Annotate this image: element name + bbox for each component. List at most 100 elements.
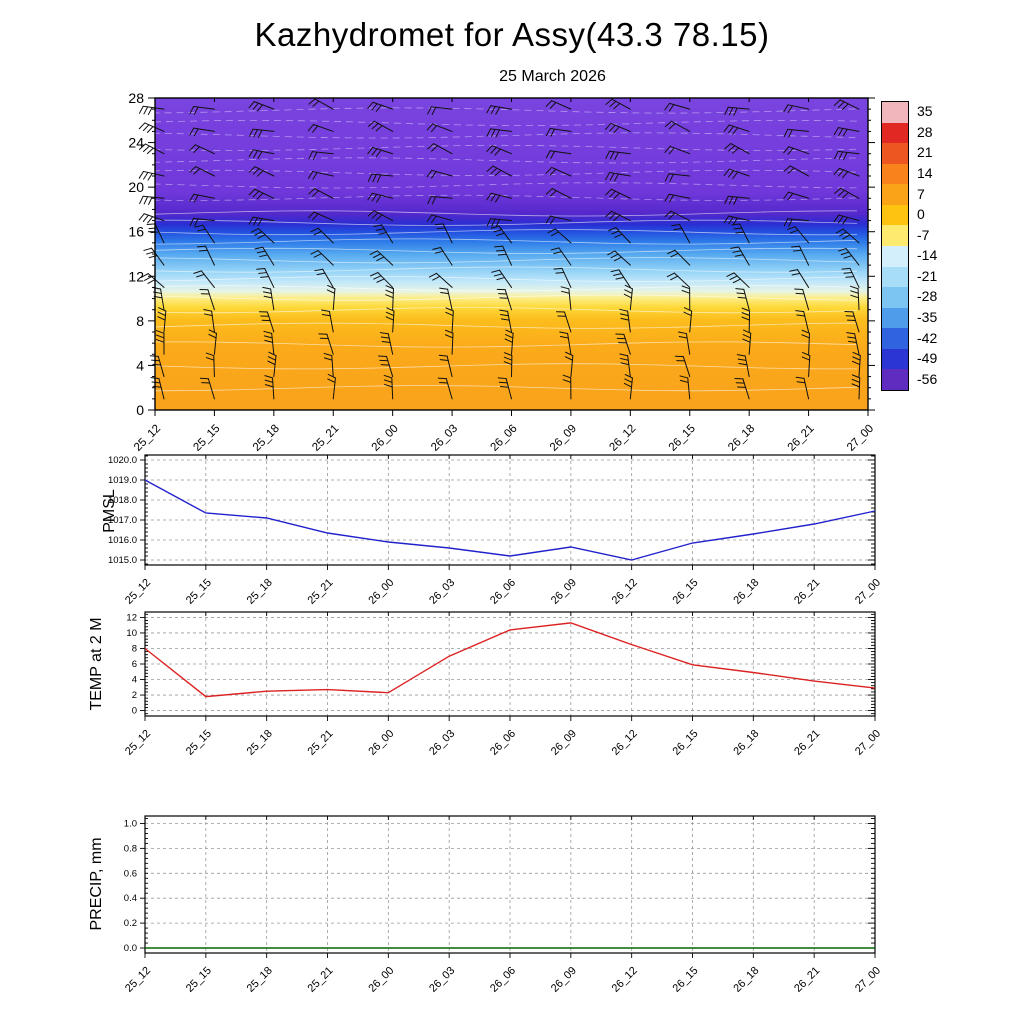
page-title: Kazhydromet for Assy(43.3 78.15) xyxy=(254,16,770,53)
colorbar xyxy=(881,101,909,391)
svg-text:26_03: 26_03 xyxy=(427,577,457,607)
y-tick-labels: 0 2 4 6 8 10 12 xyxy=(126,612,137,716)
y-tick-label: 8 xyxy=(136,313,144,329)
svg-text:1020.0: 1020.0 xyxy=(108,455,137,466)
x-tick-label: 26_21 xyxy=(786,423,817,454)
colorbar-segment xyxy=(882,328,908,349)
svg-text:0.6: 0.6 xyxy=(124,868,137,879)
chart-frame xyxy=(144,454,876,566)
colorbar-label: -42 xyxy=(917,329,938,346)
svg-text:1.0: 1.0 xyxy=(124,818,137,829)
x-tick-label: 26_00 xyxy=(370,423,401,454)
y-tick-label: 12 xyxy=(128,268,144,284)
svg-text:25_21: 25_21 xyxy=(306,728,336,758)
svg-text:2: 2 xyxy=(132,690,137,701)
colorbar-segment xyxy=(882,266,908,288)
x-tick-label: 26_09 xyxy=(548,423,579,454)
colorbar-segment xyxy=(882,184,908,205)
svg-text:25_18: 25_18 xyxy=(245,577,275,607)
svg-text:26_21: 26_21 xyxy=(792,965,822,995)
svg-text:26_18: 26_18 xyxy=(731,577,761,607)
svg-text:0.0: 0.0 xyxy=(124,943,137,954)
y-tick-label: 20 xyxy=(128,179,144,195)
colorbar-segment xyxy=(882,204,908,226)
colorbar-label: 7 xyxy=(917,185,925,202)
colorbar-segment xyxy=(882,307,908,329)
svg-text:26_09: 26_09 xyxy=(549,965,579,995)
colorbar-segment xyxy=(882,102,908,123)
y-tick-label: 4 xyxy=(136,357,144,373)
x-tick-label: 26_18 xyxy=(726,423,757,454)
svg-text:6: 6 xyxy=(132,659,137,670)
svg-text:25_21: 25_21 xyxy=(306,577,336,607)
y-tick-label: 28 xyxy=(128,90,144,106)
svg-text:26_06: 26_06 xyxy=(488,577,518,607)
grid xyxy=(144,816,876,953)
x-tick-label: 26_12 xyxy=(607,423,638,454)
colorbar-segment xyxy=(882,245,908,267)
temp-axis-title: TEMP at 2 M xyxy=(88,617,105,711)
svg-text:26_00: 26_00 xyxy=(366,965,396,995)
pmsl-series-line xyxy=(144,479,876,561)
colorbar-segment xyxy=(882,143,908,164)
x-tick-label: 26_06 xyxy=(489,423,520,454)
svg-text:25_18: 25_18 xyxy=(245,965,275,995)
svg-text:25_12: 25_12 xyxy=(123,728,153,758)
svg-text:10: 10 xyxy=(126,628,137,639)
cross-section-heatmap xyxy=(155,98,868,410)
svg-text:27_00: 27_00 xyxy=(853,728,883,758)
svg-text:27_00: 27_00 xyxy=(853,965,883,995)
y-tick-label: 0 xyxy=(136,402,144,418)
date-subtitle: 25 March 2026 xyxy=(499,68,606,85)
svg-text:1016.0: 1016.0 xyxy=(108,535,137,546)
svg-text:0.2: 0.2 xyxy=(124,918,137,929)
svg-text:26_09: 26_09 xyxy=(549,577,579,607)
x-tick-label: 25_15 xyxy=(191,423,222,454)
grid xyxy=(144,612,876,716)
svg-text:25_21: 25_21 xyxy=(306,965,336,995)
colorbar-label: -49 xyxy=(917,350,938,367)
svg-text:4: 4 xyxy=(132,675,137,686)
svg-text:25_12: 25_12 xyxy=(123,965,153,995)
svg-text:25_15: 25_15 xyxy=(184,577,214,607)
svg-text:1015.0: 1015.0 xyxy=(108,555,137,566)
colorbar-label: -35 xyxy=(917,309,938,325)
svg-text:1019.0: 1019.0 xyxy=(108,475,137,486)
svg-text:0.4: 0.4 xyxy=(124,893,137,904)
svg-text:26_12: 26_12 xyxy=(610,965,640,995)
colorbar-label: 35 xyxy=(917,103,933,120)
colorbar-segment xyxy=(882,122,908,144)
svg-text:26_18: 26_18 xyxy=(731,965,761,995)
y-tick-label: 16 xyxy=(128,224,144,240)
grid xyxy=(144,455,876,565)
svg-text:27_00: 27_00 xyxy=(853,577,883,607)
x-tick-label: 27_00 xyxy=(845,423,876,454)
chart-frame xyxy=(144,611,876,717)
svg-text:25_12: 25_12 xyxy=(123,577,153,607)
svg-text:26_00: 26_00 xyxy=(366,577,396,607)
colorbar-label: 14 xyxy=(917,165,933,181)
colorbar-segment xyxy=(882,287,908,308)
svg-text:8: 8 xyxy=(132,643,137,654)
svg-text:26_15: 26_15 xyxy=(671,577,701,607)
colorbar-segment xyxy=(882,225,908,246)
colorbar-label: 21 xyxy=(917,144,933,161)
svg-text:0.8: 0.8 xyxy=(124,843,137,854)
axis-ticks xyxy=(140,455,876,570)
x-tick-label: 25_21 xyxy=(310,423,341,454)
x-tick-label: 25_18 xyxy=(251,423,282,454)
svg-text:25_15: 25_15 xyxy=(184,965,214,995)
colorbar-label: 28 xyxy=(917,123,933,140)
x-tick-labels: 25_12 25_15 25_18 25_21 26_00 26_03 26_06 26_09… xyxy=(123,728,883,758)
axis-ticks xyxy=(140,816,876,958)
colorbar-label: -7 xyxy=(917,226,930,243)
svg-text:25_18: 25_18 xyxy=(245,728,275,758)
svg-text:26_12: 26_12 xyxy=(610,577,640,607)
svg-text:26_03: 26_03 xyxy=(427,965,457,995)
x-tick-label: 25_12 xyxy=(132,423,163,454)
svg-text:26_15: 26_15 xyxy=(671,728,701,758)
svg-text:26_00: 26_00 xyxy=(366,728,396,758)
pmsl-axis-title: PMSL xyxy=(101,489,118,533)
svg-text:25_15: 25_15 xyxy=(184,728,214,758)
